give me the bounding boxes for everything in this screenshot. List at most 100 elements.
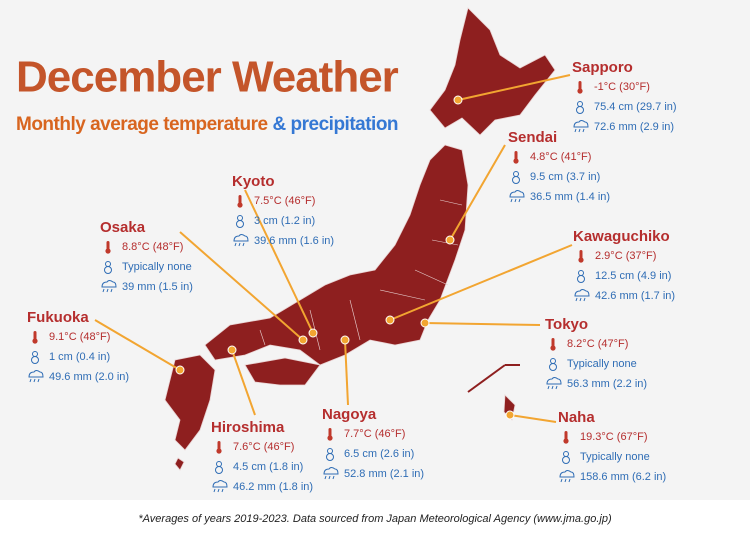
thermometer-icon xyxy=(106,241,110,250)
city-snow: 9.5 cm (3.7 in) xyxy=(530,171,600,183)
city-rain: 72.6 mm (2.9 in) xyxy=(594,121,674,133)
background xyxy=(0,0,750,500)
rain-icon xyxy=(234,242,245,247)
city-dot xyxy=(175,365,185,375)
leader-line xyxy=(424,322,541,326)
rain-icon xyxy=(29,378,40,383)
rain-icon xyxy=(574,128,585,133)
kyushu xyxy=(164,354,216,451)
city-rain: 42.6 mm (1.7 in) xyxy=(595,290,675,302)
snowman-icon xyxy=(31,356,39,364)
thermometer-icon xyxy=(550,345,556,351)
city-name: Kyoto xyxy=(232,173,275,190)
city-temperature: 7.6°C (46°F) xyxy=(233,441,294,453)
footnote: *Averages of years 2019-2023. Data sourc… xyxy=(138,513,612,525)
city-temperature: 8.8°C (48°F) xyxy=(122,241,183,253)
city-name: Kawaguchiko xyxy=(573,228,670,245)
leader-line xyxy=(244,189,314,334)
cities: Sapporo -1°C (30°F) 75.4 cm (29.7 in) 72.6 … xyxy=(27,59,677,493)
city-temperature: 2.9°C (37°F) xyxy=(595,250,656,262)
snowman-icon xyxy=(104,266,112,274)
rain-icon xyxy=(547,385,558,390)
rain-icon xyxy=(102,288,113,293)
city-temperature: 19.3°C (67°F) xyxy=(580,431,648,443)
rain-icon xyxy=(28,370,44,378)
thermometer-icon xyxy=(564,431,568,440)
thermometer-icon xyxy=(328,428,332,437)
city-dot xyxy=(445,235,455,245)
rain-icon xyxy=(509,190,525,198)
city-snow: 4.5 cm (1.8 in) xyxy=(233,461,303,473)
hokkaido xyxy=(429,7,556,136)
city-dot xyxy=(298,335,308,345)
rain-icon xyxy=(573,120,589,128)
border-lines xyxy=(259,199,463,351)
city-rain: 158.6 mm (6.2 in) xyxy=(580,471,666,483)
thermometer-icon xyxy=(563,438,569,444)
city-name: Sapporo xyxy=(572,59,633,76)
city-dot xyxy=(227,345,237,355)
snowman-icon xyxy=(549,363,557,371)
city-temperature: 7.5°C (46°F) xyxy=(254,195,315,207)
subtitle-accent: & precipitation xyxy=(273,114,399,135)
subtitle-main: Monthly average temperature xyxy=(16,114,268,135)
rain-icon xyxy=(324,475,335,480)
city-rain: 52.8 mm (2.1 in) xyxy=(344,468,424,480)
city-rain: 39 mm (1.5 in) xyxy=(122,281,193,293)
city-temperature: 9.1°C (48°F) xyxy=(49,331,110,343)
city-name: Nagoya xyxy=(322,406,377,423)
rain-icon xyxy=(212,480,228,488)
city-temperature: 8.2°C (47°F) xyxy=(567,338,628,350)
rain-icon xyxy=(101,280,117,288)
thermometer-icon xyxy=(217,441,221,450)
city-dot xyxy=(385,315,395,325)
city-name: Naha xyxy=(558,409,595,426)
city-dot xyxy=(420,318,430,328)
japan-map xyxy=(164,7,556,471)
rain-icon xyxy=(546,377,562,385)
thermometer-icon xyxy=(577,88,583,94)
city-temperature: 4.8°C (41°F) xyxy=(530,151,591,163)
thermometer-icon xyxy=(238,195,242,204)
city-snow: 12.5 cm (4.9 in) xyxy=(595,270,671,282)
footer-background xyxy=(0,500,750,536)
city-rain: 56.3 mm (2.2 in) xyxy=(567,378,647,390)
rain-icon xyxy=(559,470,575,478)
city-rain: 36.5 mm (1.4 in) xyxy=(530,191,610,203)
subtitle: Monthly average temperature & precipitati… xyxy=(16,114,398,135)
city-snow: Typically none xyxy=(580,451,650,463)
city-snow: 3 cm (1.2 in) xyxy=(254,215,315,227)
rain-icon xyxy=(510,198,521,203)
city-snow: 6.5 cm (2.6 in) xyxy=(344,448,414,460)
city-name: Fukuoka xyxy=(27,309,89,326)
snowman-icon xyxy=(576,106,584,114)
thermometer-icon xyxy=(514,151,518,160)
rain-icon xyxy=(323,467,339,475)
city-snow: 1 cm (0.4 in) xyxy=(49,351,110,363)
city-rain: 49.6 mm (2.0 in) xyxy=(49,371,129,383)
leader-line xyxy=(449,144,506,241)
leader-line xyxy=(231,349,256,416)
city-snow: 75.4 cm (29.7 in) xyxy=(594,101,677,113)
thermometer-icon xyxy=(33,331,37,340)
city-dot xyxy=(340,335,350,345)
city-name: Hiroshima xyxy=(211,419,285,436)
city-rain: 46.2 mm (1.8 in) xyxy=(233,481,313,493)
snowman-icon xyxy=(215,466,223,474)
thermometer-icon xyxy=(237,202,243,208)
thermometer-icon xyxy=(579,250,583,259)
leader-line xyxy=(344,339,349,406)
honshu xyxy=(204,144,469,366)
city-name: Sendai xyxy=(508,129,557,146)
snowman-icon xyxy=(326,453,334,461)
city-dot xyxy=(453,95,463,105)
city-name: Tokyo xyxy=(545,316,588,333)
rain-icon xyxy=(575,297,586,302)
rain-icon xyxy=(560,478,571,483)
snowman-icon xyxy=(236,220,244,228)
rain-icon xyxy=(213,488,224,493)
city-snow: Typically none xyxy=(122,261,192,273)
thermometer-icon xyxy=(216,448,222,454)
shikoku xyxy=(244,357,321,386)
